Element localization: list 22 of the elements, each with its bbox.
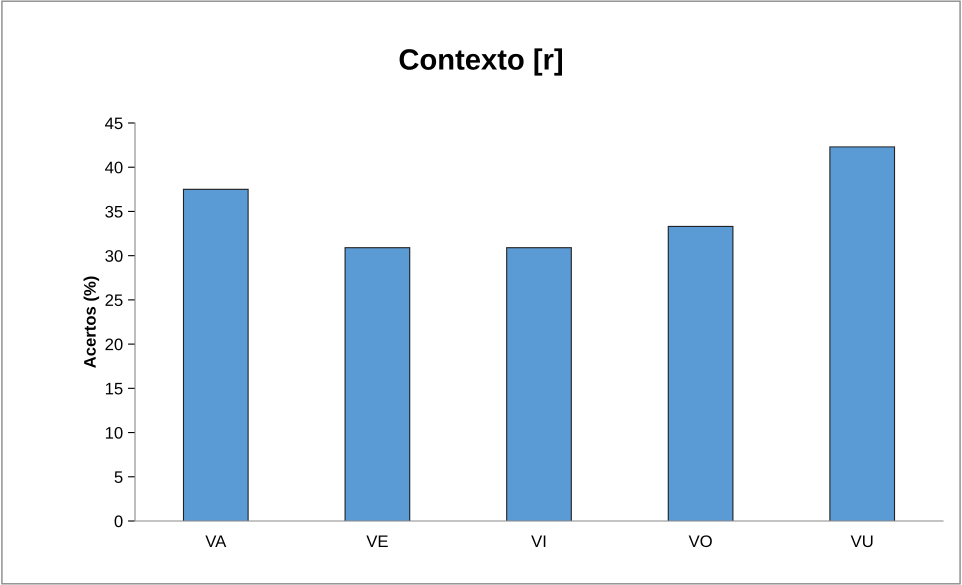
bar [506,247,572,521]
y-tick-label: 45 [105,118,122,130]
y-tick-label: 5 [114,471,122,483]
x-tick-label: VI [531,536,546,547]
y-tick-label: 25 [105,294,122,306]
bar [344,247,410,521]
bar [829,146,896,521]
y-tick-label: 35 [105,206,122,218]
x-tick-label: VU [850,536,872,548]
y-tick-label: 0 [114,515,123,528]
x-tick-label: VA [205,536,226,547]
x-tick-label: VE [366,536,388,547]
y-tick-label: 15 [106,382,122,395]
x-tick-label: VO [688,535,712,548]
y-tick-label: 30 [105,250,123,262]
y-tick-label: 20 [105,338,123,350]
y-axis-title: Acertos (%) [84,276,100,368]
chart-title: Contexto [r] [400,48,562,76]
y-tick-label: 10 [106,426,123,439]
bar [182,188,249,521]
y-tick-label: 40 [105,162,123,174]
bar [668,226,734,521]
